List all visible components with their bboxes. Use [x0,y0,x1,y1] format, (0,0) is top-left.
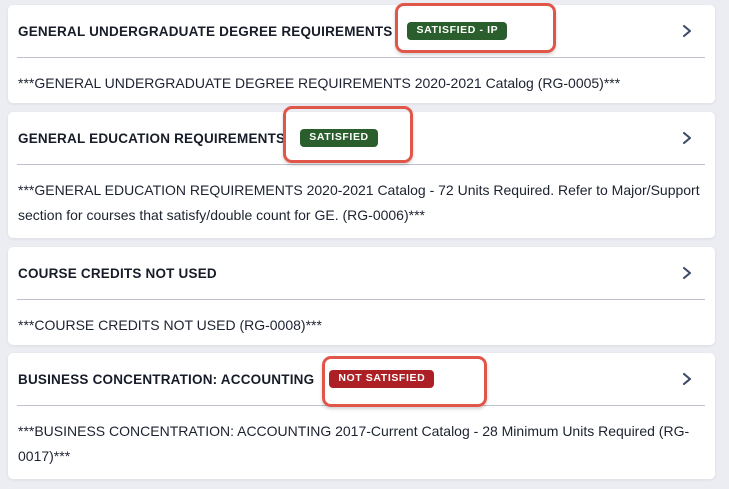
card-divider [17,164,705,165]
chevron-right-icon[interactable] [681,372,693,386]
requirement-card[interactable]: GENERAL EDUCATION REQUIREMENTS SATISFIED… [8,112,715,238]
requirement-description: ***BUSINESS CONCENTRATION: ACCOUNTING 20… [18,423,690,464]
requirement-card[interactable]: COURSE CREDITS NOT USED ***COURSE CREDIT… [8,247,715,345]
requirement-card-header[interactable]: BUSINESS CONCENTRATION: ACCOUNTING NOT S… [8,353,715,405]
requirement-description: ***GENERAL UNDERGRADUATE DEGREE REQUIREM… [18,75,621,91]
requirement-title: BUSINESS CONCENTRATION: ACCOUNTING [18,371,315,387]
chevron-right-icon[interactable] [681,131,693,145]
requirement-card[interactable]: BUSINESS CONCENTRATION: ACCOUNTING NOT S… [8,353,715,479]
requirement-card-header[interactable]: GENERAL UNDERGRADUATE DEGREE REQUIREMENT… [8,5,715,57]
status-badge: SATISFIED [300,128,378,148]
requirement-title: GENERAL UNDERGRADUATE DEGREE REQUIREMENT… [18,23,393,39]
card-divider [17,57,705,58]
requirement-title: GENERAL EDUCATION REQUIREMENTS [18,130,286,146]
requirement-card[interactable]: GENERAL UNDERGRADUATE DEGREE REQUIREMENT… [8,5,715,103]
status-badge: NOT SATISFIED [329,369,435,389]
requirement-card-header[interactable]: GENERAL EDUCATION REQUIREMENTS SATISFIED [8,112,715,164]
requirement-title: COURSE CREDITS NOT USED [18,265,217,281]
requirement-description: ***GENERAL EDUCATION REQUIREMENTS 2020-2… [18,182,700,223]
requirement-card-header[interactable]: COURSE CREDITS NOT USED [8,247,715,299]
chevron-right-icon[interactable] [681,24,693,38]
status-badge: SATISFIED - IP [407,21,508,41]
card-divider [17,299,705,300]
chevron-right-icon[interactable] [681,266,693,280]
requirement-description: ***COURSE CREDITS NOT USED (RG-0008)*** [18,317,322,333]
